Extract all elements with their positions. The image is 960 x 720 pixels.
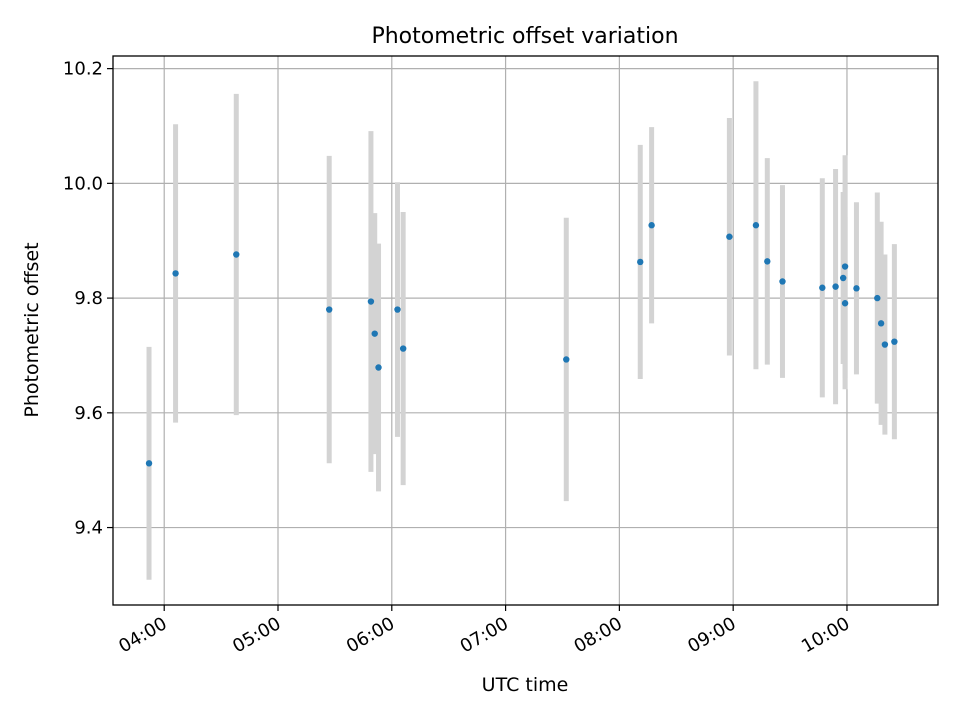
data-point bbox=[779, 278, 786, 285]
data-point bbox=[371, 330, 378, 337]
data-point bbox=[752, 222, 760, 229]
data-point bbox=[637, 258, 644, 266]
data-point bbox=[764, 258, 771, 265]
error-bars bbox=[146, 81, 897, 580]
grid bbox=[113, 56, 938, 605]
data-point bbox=[394, 306, 401, 313]
data-point bbox=[172, 270, 179, 277]
data-point bbox=[326, 306, 333, 313]
data-point bbox=[841, 263, 849, 270]
data-point bbox=[881, 341, 889, 348]
x-tick-label: 07:00 bbox=[457, 613, 512, 657]
data-point bbox=[145, 460, 153, 467]
y-tick-label: 10.2 bbox=[63, 59, 103, 80]
data-point bbox=[841, 300, 849, 307]
x-tick-label: 06:00 bbox=[343, 613, 398, 657]
y-tick-label: 9.4 bbox=[74, 518, 103, 539]
x-tick-label: 10:00 bbox=[798, 613, 853, 657]
data-point bbox=[853, 285, 860, 292]
x-axis-ticks: 04:00 05:00 06:00 07:00 08:00 09:00 10:00 bbox=[115, 605, 853, 657]
x-tick-label: 04:00 bbox=[115, 613, 170, 657]
data-point bbox=[874, 294, 881, 302]
data-point bbox=[877, 320, 885, 327]
data-point bbox=[819, 284, 826, 291]
data-point bbox=[233, 251, 240, 258]
x-tick-label: 08:00 bbox=[570, 613, 625, 657]
data-point bbox=[399, 345, 407, 352]
data-point bbox=[367, 298, 375, 305]
data-point bbox=[648, 222, 655, 229]
data-point bbox=[891, 338, 898, 345]
y-tick-label: 9.6 bbox=[74, 403, 103, 424]
y-tick-label: 9.8 bbox=[74, 288, 103, 309]
y-tick-label: 10.0 bbox=[63, 173, 103, 194]
x-tick-label: 09:00 bbox=[684, 613, 739, 657]
data-point bbox=[375, 364, 382, 371]
data-points bbox=[145, 222, 898, 467]
data-point bbox=[563, 356, 570, 363]
chart-title: Photometric offset variation bbox=[371, 24, 678, 49]
data-point bbox=[839, 274, 847, 282]
data-point bbox=[726, 233, 733, 240]
plot-frame bbox=[112, 55, 939, 606]
y-axis-label: Photometric offset bbox=[21, 242, 43, 417]
x-tick-label: 05:00 bbox=[229, 613, 284, 657]
data-point bbox=[832, 283, 839, 290]
x-axis-label: UTC time bbox=[482, 674, 569, 696]
y-axis-ticks: 9.4 9.6 9.8 10.0 10.2 bbox=[63, 59, 113, 539]
